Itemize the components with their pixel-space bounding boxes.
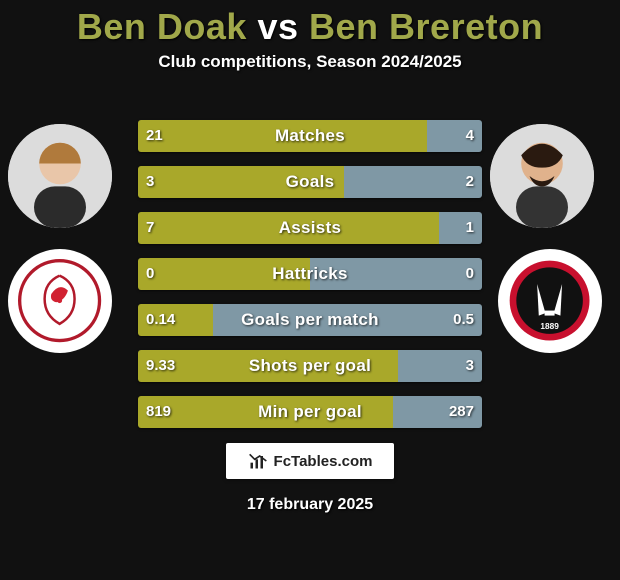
title-player1: Ben Doak	[77, 6, 247, 47]
stat-row: 0.140.5Goals per match	[138, 304, 482, 336]
stat-label: Assists	[138, 212, 482, 244]
stat-row: 32Goals	[138, 166, 482, 198]
stat-row: 214Matches	[138, 120, 482, 152]
stat-label: Min per goal	[138, 396, 482, 428]
chart-icon	[248, 451, 268, 471]
stats-bars: 214Matches 32Goals 71Assists 00Hattricks 0.1…	[138, 120, 482, 442]
middlesbrough-crest-icon	[18, 259, 101, 342]
stat-label: Shots per goal	[138, 350, 482, 382]
stat-row: 71Assists	[138, 212, 482, 244]
stat-label: Goals	[138, 166, 482, 198]
stat-label: Goals per match	[138, 304, 482, 336]
stat-row: 819287Min per goal	[138, 396, 482, 428]
comparison-card: Ben Doak vs Ben Brereton Club competitio…	[0, 0, 620, 580]
site-logo-text: FcTables.com	[274, 453, 373, 470]
player1-club-crest	[8, 249, 112, 353]
stat-label: Matches	[138, 120, 482, 152]
sheffield-united-crest-icon: 1889	[508, 259, 591, 342]
svg-text:1889: 1889	[541, 321, 560, 331]
avatar-icon	[490, 124, 594, 228]
stat-row: 00Hattricks	[138, 258, 482, 290]
stat-label: Hattricks	[138, 258, 482, 290]
stat-row: 9.333Shots per goal	[138, 350, 482, 382]
subtitle: Club competitions, Season 2024/2025	[0, 52, 620, 72]
site-logo: FcTables.com	[226, 443, 394, 479]
title-vs: vs	[257, 6, 298, 47]
avatar-icon	[8, 124, 112, 228]
page-title: Ben Doak vs Ben Brereton	[0, 0, 620, 48]
player1-portrait	[8, 124, 112, 228]
date-label: 17 february 2025	[0, 496, 620, 514]
player2-club-crest: 1889	[498, 249, 602, 353]
title-player2: Ben Brereton	[309, 6, 543, 47]
player2-portrait	[490, 124, 594, 228]
